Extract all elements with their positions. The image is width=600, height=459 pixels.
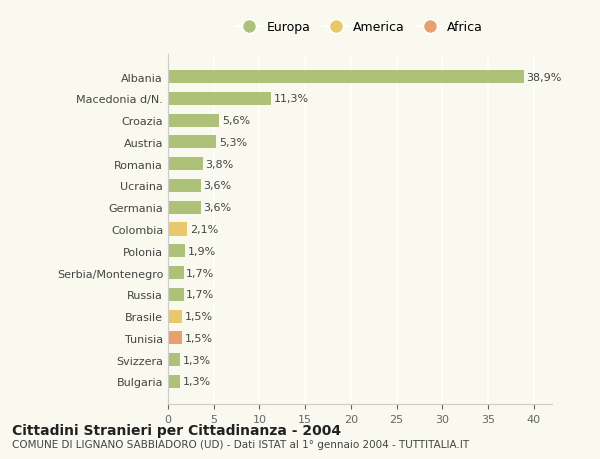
Text: 1,9%: 1,9% — [188, 246, 217, 256]
Bar — [168, 71, 524, 84]
Bar — [168, 266, 184, 280]
Text: 1,7%: 1,7% — [186, 268, 215, 278]
Text: Cittadini Stranieri per Cittadinanza - 2004: Cittadini Stranieri per Cittadinanza - 2… — [12, 423, 341, 437]
Bar — [168, 288, 184, 301]
Text: 1,3%: 1,3% — [182, 376, 211, 386]
Bar — [168, 201, 201, 214]
Bar — [168, 136, 217, 149]
Bar — [168, 245, 185, 258]
Text: 38,9%: 38,9% — [526, 73, 562, 83]
Text: 1,5%: 1,5% — [184, 311, 212, 321]
Text: 11,3%: 11,3% — [274, 94, 309, 104]
Text: 1,3%: 1,3% — [182, 355, 211, 365]
Text: 3,6%: 3,6% — [203, 181, 232, 191]
Bar — [168, 310, 182, 323]
Text: 1,5%: 1,5% — [184, 333, 212, 343]
Bar — [168, 223, 187, 236]
Bar — [168, 114, 219, 128]
Legend: Europa, America, Africa: Europa, America, Africa — [232, 16, 488, 39]
Text: 3,8%: 3,8% — [205, 159, 234, 169]
Text: 2,1%: 2,1% — [190, 224, 218, 235]
Text: 5,3%: 5,3% — [219, 138, 247, 148]
Bar — [168, 179, 201, 193]
Bar — [168, 375, 180, 388]
Text: COMUNE DI LIGNANO SABBIADORO (UD) - Dati ISTAT al 1° gennaio 2004 - TUTTITALIA.I: COMUNE DI LIGNANO SABBIADORO (UD) - Dati… — [12, 440, 469, 449]
Text: 1,7%: 1,7% — [186, 290, 215, 300]
Text: 3,6%: 3,6% — [203, 203, 232, 213]
Bar — [168, 158, 203, 171]
Bar — [168, 331, 182, 345]
Text: 5,6%: 5,6% — [222, 116, 250, 126]
Bar — [168, 353, 180, 366]
Bar — [168, 93, 271, 106]
